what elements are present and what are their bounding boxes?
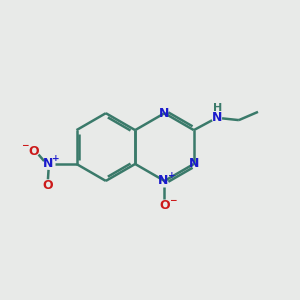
Text: +: +: [52, 154, 60, 163]
Text: O: O: [28, 145, 38, 158]
Text: H: H: [213, 103, 222, 113]
Text: N: N: [212, 111, 222, 124]
Text: N: N: [189, 158, 199, 170]
Text: O: O: [43, 179, 53, 192]
Text: N: N: [158, 174, 168, 188]
Text: N: N: [43, 158, 53, 170]
Text: +: +: [168, 170, 176, 179]
Text: −: −: [169, 196, 176, 205]
Text: N: N: [159, 107, 170, 120]
Text: −: −: [21, 141, 29, 150]
Text: O: O: [159, 199, 170, 212]
